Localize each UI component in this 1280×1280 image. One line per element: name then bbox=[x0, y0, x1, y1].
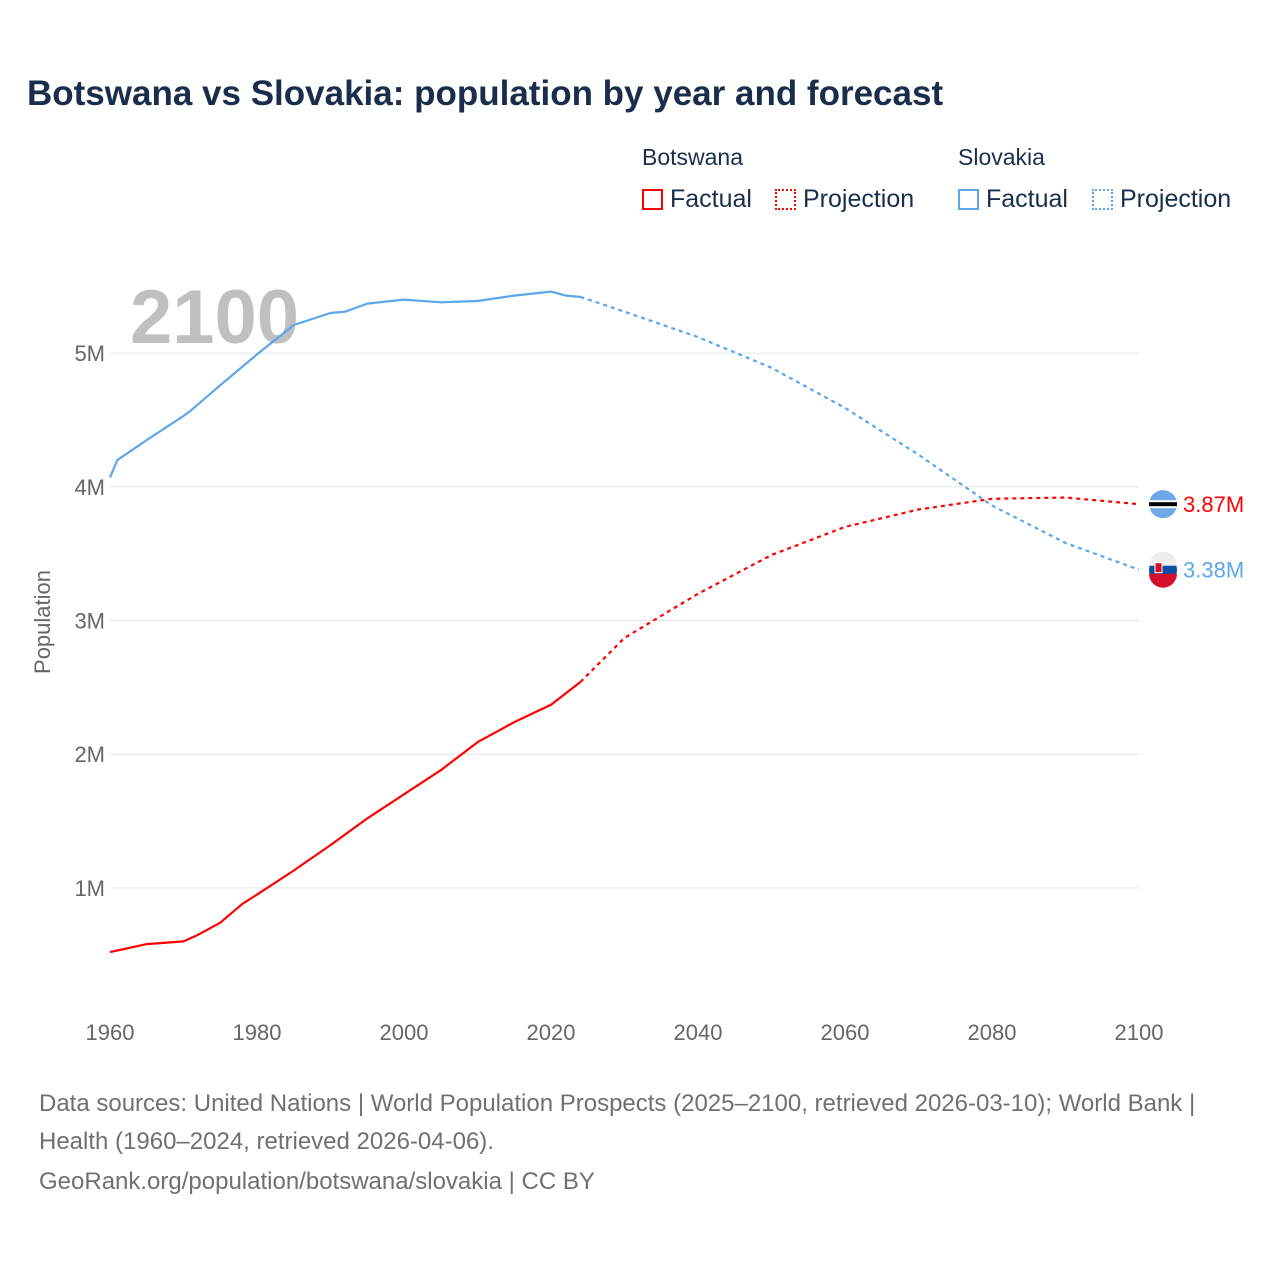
legend-swatch bbox=[642, 189, 663, 210]
y-tick-label: 1M bbox=[74, 876, 105, 901]
x-tick-label: 2080 bbox=[968, 1020, 1017, 1045]
flag-stripe bbox=[1149, 502, 1177, 507]
legend-label: Factual bbox=[670, 185, 752, 213]
legend-label: Factual bbox=[986, 185, 1068, 213]
legend-label: Projection bbox=[803, 185, 915, 213]
botswana-projection-line bbox=[579, 496, 1140, 683]
x-tick-label: 1960 bbox=[86, 1020, 135, 1045]
y-tick-label: 2M bbox=[74, 742, 105, 767]
flag-emblem bbox=[1154, 562, 1163, 574]
flag-stripe bbox=[1149, 551, 1178, 566]
y-axis-label: Population bbox=[30, 570, 55, 674]
flag-stripe bbox=[1149, 573, 1178, 588]
legend-swatch bbox=[775, 189, 796, 210]
x-tick-label: 2000 bbox=[380, 1020, 429, 1045]
data-sources: Data sources: United Nations | World Pop… bbox=[39, 1090, 1196, 1155]
year-watermark: 2100 bbox=[130, 275, 299, 360]
legend-botswana-projection[interactable]: Projection bbox=[775, 185, 914, 214]
x-tick-label: 2100 bbox=[1115, 1020, 1164, 1045]
credit-link[interactable]: GeoRank.org/population/botswana/slovakia… bbox=[39, 1168, 595, 1195]
botswana-factual-line bbox=[109, 681, 582, 954]
x-tick-label: 2020 bbox=[527, 1020, 576, 1045]
legend-group-botswana: Botswana bbox=[642, 144, 744, 170]
legend-botswana-factual[interactable]: Factual bbox=[642, 185, 752, 214]
legend-group-slovakia: Slovakia bbox=[958, 144, 1045, 170]
slovakia-end-label: 3.38M bbox=[1183, 558, 1244, 583]
x-tick-label: 2040 bbox=[674, 1020, 723, 1045]
legend-slovakia-projection[interactable]: Projection bbox=[1092, 185, 1231, 214]
legend-slovakia-factual[interactable]: Factual bbox=[958, 185, 1068, 214]
y-tick-label: 5M bbox=[74, 341, 105, 366]
x-tick-label: 1980 bbox=[233, 1020, 282, 1045]
slovakia-factual-line bbox=[108, 290, 581, 478]
legend-swatch bbox=[958, 189, 979, 210]
y-tick-label: 3M bbox=[74, 609, 105, 634]
y-tick-label: 4M bbox=[74, 475, 105, 500]
slovakia-projection-line bbox=[580, 295, 1140, 571]
botswana-end-label: 3.87M bbox=[1183, 492, 1244, 517]
chart-title: Botswana vs Slovakia: population by year… bbox=[27, 74, 944, 113]
x-tick-label: 2060 bbox=[821, 1020, 870, 1045]
legend-label: Projection bbox=[1120, 185, 1232, 213]
legend-swatch bbox=[1092, 189, 1113, 210]
